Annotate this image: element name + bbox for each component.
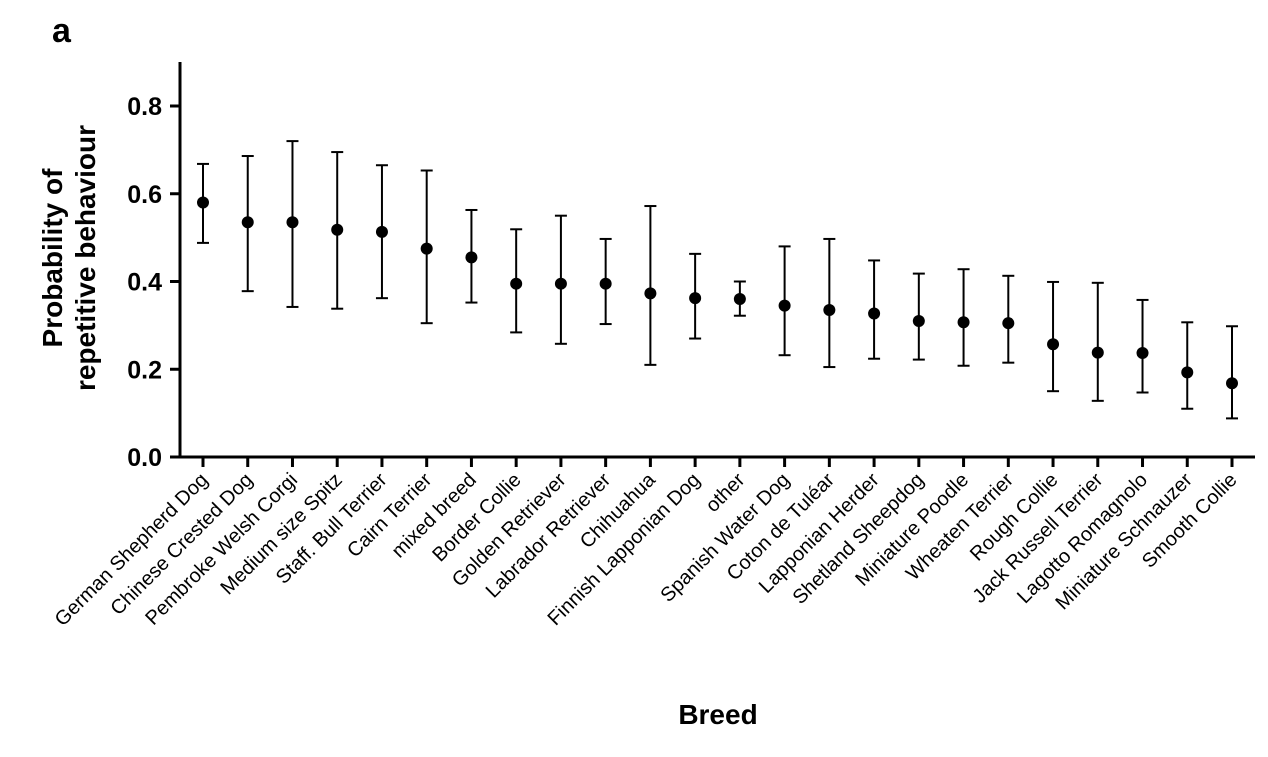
data-point (554, 277, 567, 290)
data-point-group (1226, 325, 1238, 420)
data-point (1136, 347, 1149, 360)
data-point-group (375, 164, 388, 300)
data-point-group (689, 252, 702, 340)
data-point (375, 225, 388, 238)
data-point (912, 314, 925, 327)
data-point (331, 223, 344, 236)
data-point-group (733, 280, 746, 317)
data-point (510, 277, 523, 290)
data-marks (197, 140, 1238, 420)
data-point (1002, 317, 1015, 330)
data-point-group (1181, 321, 1194, 410)
data-point-group (1047, 280, 1060, 393)
data-point (868, 307, 881, 320)
data-point-group (197, 162, 209, 244)
data-point (957, 316, 970, 329)
data-point (1181, 366, 1194, 379)
y-tick-label: 0.8 (127, 93, 162, 121)
data-point-group (599, 237, 612, 326)
data-point-group (420, 169, 433, 325)
y-tick-label: 0.4 (127, 269, 162, 297)
data-point-group (510, 228, 523, 334)
data-point-group (331, 151, 344, 310)
data-point (197, 196, 209, 209)
data-point (599, 277, 612, 290)
data-point-group (644, 205, 657, 366)
data-point (733, 293, 746, 306)
data-point-group (957, 268, 970, 367)
data-point-group (1136, 298, 1149, 394)
data-point-group (554, 214, 567, 345)
data-point (644, 287, 657, 300)
data-point-group (868, 259, 881, 360)
y-axis-title-line2: repetitive behaviour (70, 125, 101, 391)
y-tick-label: 0.0 (127, 444, 162, 472)
data-point (778, 299, 791, 312)
data-point (1047, 338, 1060, 351)
data-point (465, 251, 478, 264)
data-point (1091, 346, 1104, 359)
y-tick-label: 0.6 (127, 181, 162, 209)
data-point-group (912, 272, 925, 361)
data-point-group (1091, 281, 1104, 402)
data-point (286, 216, 299, 229)
x-axis-title: Breed (678, 699, 757, 730)
data-point (241, 216, 254, 229)
data-point-group (778, 245, 791, 357)
data-point-group (241, 155, 254, 293)
data-point-group (823, 237, 836, 369)
y-tick-label: 0.2 (127, 356, 162, 384)
panel-label: a (52, 12, 72, 50)
data-point-group (286, 140, 299, 308)
data-point-group (1002, 274, 1015, 364)
data-point-group (465, 208, 478, 304)
data-point (689, 292, 702, 305)
data-point (823, 304, 836, 317)
data-point (420, 242, 433, 255)
y-axis-title-line1: Probability of (37, 168, 68, 348)
y-axis: 0.0 0.2 0.4 0.6 0.8 (127, 62, 182, 472)
data-point (1226, 377, 1238, 390)
